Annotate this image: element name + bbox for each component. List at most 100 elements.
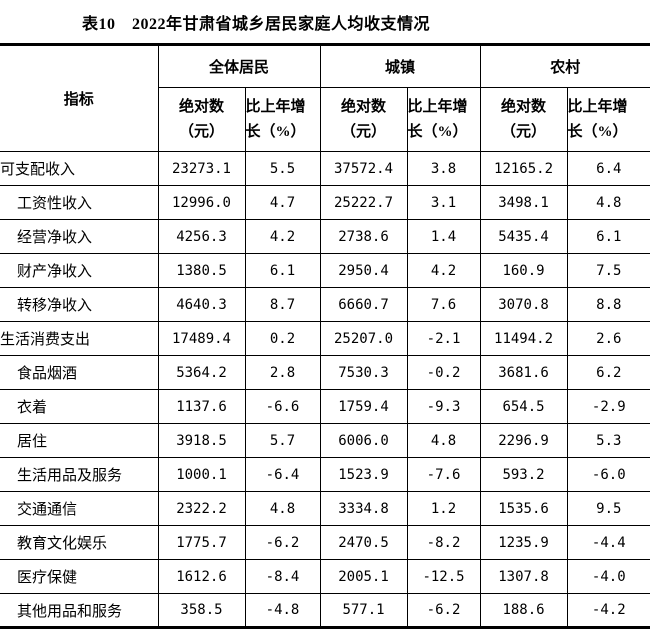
value-cell: -4.2 (566, 593, 650, 628)
subheader-growth-all: 比上年增 长（%） (244, 87, 321, 152)
indicator-cell: 工资性收入 (0, 185, 159, 220)
value-cell: 4.8 (566, 185, 650, 220)
value-cell: -2.9 (566, 389, 650, 424)
value-cell: 7.5 (566, 253, 650, 288)
value-cell: 593.2 (479, 457, 568, 492)
table-row: 可支配收入 23273.1 5.5 37572.4 3.8 12165.2 6.… (0, 151, 650, 186)
table-row: 生活消费支出 17489.4 0.2 25207.0 -2.1 11494.2 … (0, 321, 650, 356)
table-row: 经营净收入 4256.3 4.2 2738.6 1.4 5435.4 6.1 (0, 219, 650, 254)
value-cell: 4.8 (244, 491, 321, 526)
value-cell: 25207.0 (319, 321, 408, 356)
subheader-absolute-line1: 绝对数 (341, 98, 387, 115)
value-cell: 2950.4 (319, 253, 408, 288)
subheader-growth-line1: 比上年增 (245, 98, 306, 115)
value-cell: 2322.2 (157, 491, 246, 526)
indicator-cell: 生活消费支出 (0, 321, 159, 356)
income-expenditure-table: 指标 全体居民 城镇 农村 绝对数 （元） 比上年增 长（%） 绝对数 （元） (0, 43, 650, 629)
value-cell: 5.5 (244, 151, 321, 186)
table-row: 居住 3918.5 5.7 6006.0 4.8 2296.9 5.3 (0, 423, 650, 458)
value-cell: 2470.5 (319, 525, 408, 560)
subheader-absolute-line1: 绝对数 (501, 98, 547, 115)
value-cell: -6.2 (244, 525, 321, 560)
indicator-cell: 交通通信 (0, 491, 159, 526)
value-cell: 4.2 (244, 219, 321, 254)
subheader-growth-line2: 长（%） (407, 123, 468, 140)
value-cell: 1535.6 (479, 491, 568, 526)
value-cell: -6.6 (244, 389, 321, 424)
value-cell: 6006.0 (319, 423, 408, 458)
value-cell: 6.2 (566, 355, 650, 390)
table-row: 衣着 1137.6 -6.6 1759.4 -9.3 654.5 -2.9 (0, 389, 650, 424)
value-cell: 4256.3 (157, 219, 246, 254)
value-cell: 4.7 (244, 185, 321, 220)
indicator-cell: 居住 (0, 423, 159, 458)
value-cell: 3681.6 (479, 355, 568, 390)
value-cell: 1.4 (406, 219, 481, 254)
value-cell: 6660.7 (319, 287, 408, 322)
value-cell: 6.1 (566, 219, 650, 254)
group-header-rural: 农村 (479, 44, 650, 88)
value-cell: -7.6 (406, 457, 481, 492)
subheader-growth-urban: 比上年增 长（%） (406, 87, 481, 152)
value-cell: 5.7 (244, 423, 321, 458)
subheader-absolute-urban: 绝对数 （元） (319, 87, 408, 152)
value-cell: 5435.4 (479, 219, 568, 254)
group-header-row: 指标 全体居民 城镇 农村 (0, 44, 650, 152)
value-cell: 2005.1 (319, 559, 408, 594)
indicator-cell: 其他用品和服务 (0, 593, 159, 628)
value-cell: 2738.6 (319, 219, 408, 254)
indicator-cell: 经营净收入 (0, 219, 159, 254)
table-row: 转移净收入 4640.3 8.7 6660.7 7.6 3070.8 8.8 (0, 287, 650, 322)
value-cell: 12996.0 (157, 185, 246, 220)
value-cell: -9.3 (406, 389, 481, 424)
value-cell: 3070.8 (479, 287, 568, 322)
table-row: 医疗保健 1612.6 -8.4 2005.1 -12.5 1307.8 -4.… (0, 559, 650, 594)
table-row: 教育文化娱乐 1775.7 -6.2 2470.5 -8.2 1235.9 -4… (0, 525, 650, 560)
table-body: 可支配收入 23273.1 5.5 37572.4 3.8 12165.2 6.… (0, 151, 650, 628)
subheader-absolute-rural: 绝对数 （元） (479, 87, 568, 152)
value-cell: 4640.3 (157, 287, 246, 322)
value-cell: 0.2 (244, 321, 321, 356)
value-cell: 8.7 (244, 287, 321, 322)
value-cell: 25222.7 (319, 185, 408, 220)
indicator-cell: 医疗保健 (0, 559, 159, 594)
value-cell: -6.2 (406, 593, 481, 628)
indicator-header-cell: 指标 (0, 44, 159, 152)
value-cell: -4.0 (566, 559, 650, 594)
subheader-growth-rural: 比上年增 长（%） (566, 87, 650, 152)
value-cell: 188.6 (479, 593, 568, 628)
value-cell: 1137.6 (157, 389, 246, 424)
value-cell: 4.2 (406, 253, 481, 288)
value-cell: -6.4 (244, 457, 321, 492)
table-row: 交通通信 2322.2 4.8 3334.8 1.2 1535.6 9.5 (0, 491, 650, 526)
value-cell: 8.8 (566, 287, 650, 322)
indicator-cell: 衣着 (0, 389, 159, 424)
subheader-growth-line1: 比上年增 (567, 98, 628, 115)
indicator-cell: 教育文化娱乐 (0, 525, 159, 560)
value-cell: 3498.1 (479, 185, 568, 220)
value-cell: 12165.2 (479, 151, 568, 186)
subheader-absolute-all: 绝对数 （元） (158, 87, 246, 152)
page-title: 表10 2022年甘肃省城乡居民家庭人均收支情况 (81, 15, 430, 33)
value-cell: -0.2 (406, 355, 481, 390)
value-cell: 1000.1 (157, 457, 246, 492)
value-cell: 4.8 (406, 423, 481, 458)
indicator-cell: 转移净收入 (0, 287, 159, 322)
value-cell: 9.5 (566, 491, 650, 526)
table-row: 生活用品及服务 1000.1 -6.4 1523.9 -7.6 593.2 -6… (0, 457, 650, 492)
value-cell: 37572.4 (319, 151, 408, 186)
value-cell: 3.8 (406, 151, 481, 186)
value-cell: 358.5 (157, 593, 246, 628)
indicator-cell: 可支配收入 (0, 151, 159, 186)
table-row: 工资性收入 12996.0 4.7 25222.7 3.1 3498.1 4.8 (0, 185, 650, 220)
value-cell: 1380.5 (157, 253, 246, 288)
value-cell: 5.3 (566, 423, 650, 458)
value-cell: 3918.5 (157, 423, 246, 458)
value-cell: 1.2 (406, 491, 481, 526)
value-cell: 1775.7 (157, 525, 246, 560)
value-cell: 1612.6 (157, 559, 246, 594)
value-cell: 654.5 (479, 389, 568, 424)
value-cell: 5364.2 (157, 355, 246, 390)
subheader-absolute-line1: 绝对数 (178, 98, 224, 115)
